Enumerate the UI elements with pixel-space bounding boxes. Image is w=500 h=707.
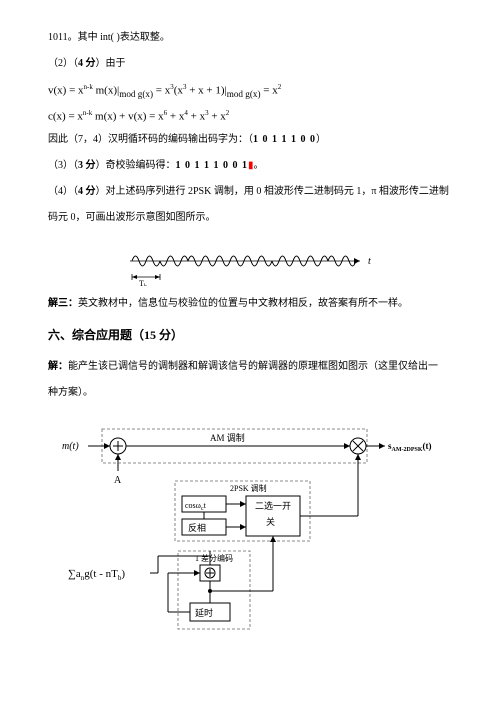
suffix: ）对上述码序列进行 2PSK 调制，用 0 相波形传二进制码元 1，π 相波形传… bbox=[96, 186, 449, 197]
code: 1 0 1 1 1 0 0 bbox=[253, 134, 316, 145]
label: 解： bbox=[48, 361, 68, 372]
jie-san: 解三：英文教材中，信息位与校验位的位置与中文教材相反，故答案有所不一样。 bbox=[48, 296, 452, 312]
suffix: ）由于 bbox=[96, 58, 126, 69]
a-label: A bbox=[114, 475, 122, 486]
result-line: 因此（7，4）汉明循环码的编码输出码字为：（1 0 1 1 1 0 0） bbox=[48, 132, 452, 148]
suffix: ）奇校验编码得： bbox=[96, 160, 176, 171]
solution: 解：能产生该已调信号的调制器和解调该信号的解调器的原理框图如图示（这里仅给出一 bbox=[48, 359, 452, 375]
sum-label: ∑ang(t - nTb) bbox=[68, 568, 125, 582]
switch-l2: 关 bbox=[266, 516, 275, 527]
tb-label: Tb bbox=[139, 279, 147, 286]
code: 1 0 1 1 1 0 0 1 bbox=[176, 160, 249, 171]
score: 4 分 bbox=[78, 186, 96, 197]
formula-c: c(x) = xn-k m(x) + v(x) = x6 + x4 + x3 +… bbox=[48, 108, 452, 126]
psk-label: 2PSK 调制 bbox=[230, 483, 267, 493]
text-line-1: 1011。其中 int( )表达取整。 bbox=[48, 30, 452, 46]
t-label: t bbox=[368, 256, 371, 267]
cos-label: cosωct bbox=[185, 501, 207, 512]
prefix: 因此（7，4）汉明循环码的编码输出码字为：（ bbox=[48, 134, 253, 145]
label: 解三： bbox=[48, 298, 78, 309]
text: 英文教材中，信息位与校验位的位置与中文教材相反，故答案有所不一样。 bbox=[78, 298, 408, 309]
solution-2: 种方案）。 bbox=[48, 385, 452, 401]
item-4: （4）（4 分）对上述码序列进行 2PSK 调制，用 0 相波形传二进制码元 1… bbox=[48, 184, 452, 200]
text: 能产生该已调信号的调制器和解调该信号的解调器的原理框图如图示（这里仅给出一 bbox=[68, 361, 438, 372]
waveform-svg: t Tb bbox=[120, 236, 380, 286]
score: 4 分 bbox=[78, 58, 96, 69]
mt-label: m(t) bbox=[62, 441, 79, 452]
fanxiang-label: 反相 bbox=[188, 522, 206, 533]
block-diagram: m(t) A AM 调制 sAM-2DPSK(t) 2PSK 调制 cosωct bbox=[48, 421, 452, 661]
switch-l1: 二选一开 bbox=[255, 500, 291, 511]
suffix: ） bbox=[316, 134, 326, 145]
item-2: （2）（4 分）由于 bbox=[48, 56, 452, 72]
diff-label: 1 差分编码 bbox=[195, 553, 233, 563]
delay-label: 延时 bbox=[195, 607, 213, 618]
item-4-cont: 码元 0，可画出波形示意图如图所示。 bbox=[48, 210, 452, 226]
score: 3 分 bbox=[78, 160, 96, 171]
prefix: （4）（ bbox=[48, 186, 78, 197]
section-6-title: 六、综合应用题（15 分） bbox=[48, 326, 452, 345]
end: 。 bbox=[254, 160, 264, 171]
am-label: AM 调制 bbox=[210, 432, 245, 443]
output-label: sAM-2DPSK(t) bbox=[388, 441, 432, 453]
formula-v: v(x) = xn-k m(x)|mod g(x) = x3(x3 + x + … bbox=[48, 82, 452, 102]
diagram-svg: m(t) A AM 调制 sAM-2DPSK(t) 2PSK 调制 cosωct bbox=[60, 421, 440, 661]
prefix: （2）（ bbox=[48, 58, 78, 69]
prefix: （3）（ bbox=[48, 160, 78, 171]
item-3: （3）（3 分）奇校验编码得：1 0 1 1 1 0 0 1▮。 bbox=[48, 158, 452, 174]
